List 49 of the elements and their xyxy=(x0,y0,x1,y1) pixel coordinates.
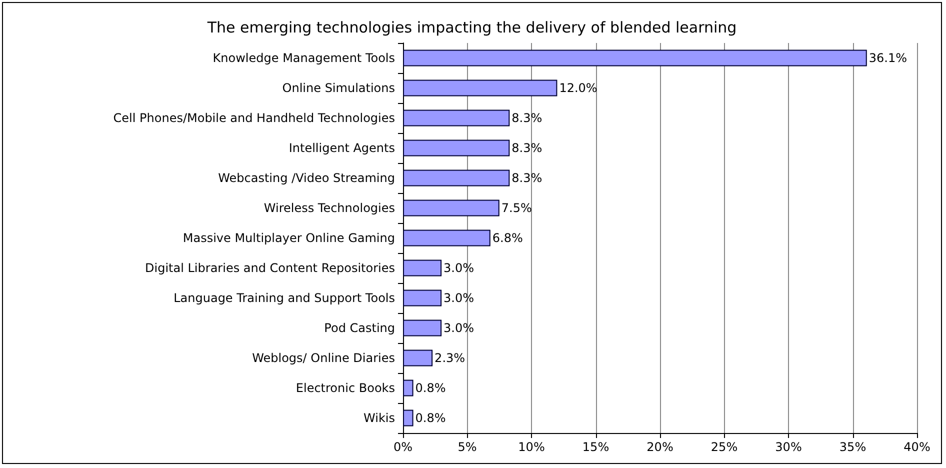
bar xyxy=(403,50,867,66)
bar xyxy=(403,320,442,336)
y-tick-label: Pod Casting xyxy=(324,321,395,335)
chart-title: The emerging technologies impacting the delivery of blended learning xyxy=(206,18,737,36)
data-label: 0.8% xyxy=(415,411,446,425)
y-tick-label: Weblogs/ Online Diaries xyxy=(252,351,395,365)
bar xyxy=(403,350,433,366)
x-tick-label: 15% xyxy=(582,440,610,454)
data-label: 2.3% xyxy=(434,351,466,365)
y-tick-label: Wireless Technologies xyxy=(264,201,395,215)
x-tick-label: 20% xyxy=(646,440,674,454)
bar xyxy=(403,290,442,306)
bar xyxy=(403,200,500,216)
data-label: 3.0% xyxy=(444,261,474,275)
y-tick-label: Language Training and Support Tools xyxy=(174,291,395,305)
y-tick-label: Webcasting /Video Streaming xyxy=(218,171,395,185)
bar xyxy=(403,410,414,426)
data-label: 36.1% xyxy=(868,51,908,65)
data-label: 3.0% xyxy=(444,291,474,305)
data-label: 7.5% xyxy=(501,201,532,215)
data-label: 0.8% xyxy=(415,381,446,395)
data-label: 8.3% xyxy=(512,141,542,155)
x-tick-label: 30% xyxy=(775,440,802,454)
x-tick-label: 5% xyxy=(458,440,477,454)
bar xyxy=(403,380,414,396)
x-tick-label: 25% xyxy=(710,440,738,454)
y-tick-label: Digital Libraries and Content Repositories xyxy=(145,261,395,275)
y-tick-label: Intelligent Agents xyxy=(288,141,395,155)
bar xyxy=(403,170,510,186)
bar xyxy=(403,140,510,156)
x-tick-label: 0% xyxy=(393,440,413,454)
bar xyxy=(403,230,490,246)
data-label: 8.3% xyxy=(512,171,542,185)
x-tick-label: 10% xyxy=(518,440,545,454)
x-tick-label: 40% xyxy=(904,440,930,454)
bar xyxy=(403,110,510,126)
data-label: 3.0% xyxy=(444,321,474,335)
data-label: 12.0% xyxy=(559,81,598,95)
bar xyxy=(403,260,442,276)
y-tick-label: Knowledge Management Tools xyxy=(212,51,395,65)
y-tick-label: Online Simulations xyxy=(282,81,395,95)
bar xyxy=(403,80,558,96)
x-tick-label: 35% xyxy=(839,440,866,454)
y-tick-label: Electronic Books xyxy=(296,381,395,395)
y-tick-label: Wikis xyxy=(364,411,395,425)
y-tick-label: Massive Multiplayer Online Gaming xyxy=(182,231,395,245)
y-tick-label: Cell Phones/Mobile and Handheld Technologies xyxy=(113,111,395,125)
data-label: 8.3% xyxy=(512,111,542,125)
data-label: 6.8% xyxy=(492,231,523,245)
